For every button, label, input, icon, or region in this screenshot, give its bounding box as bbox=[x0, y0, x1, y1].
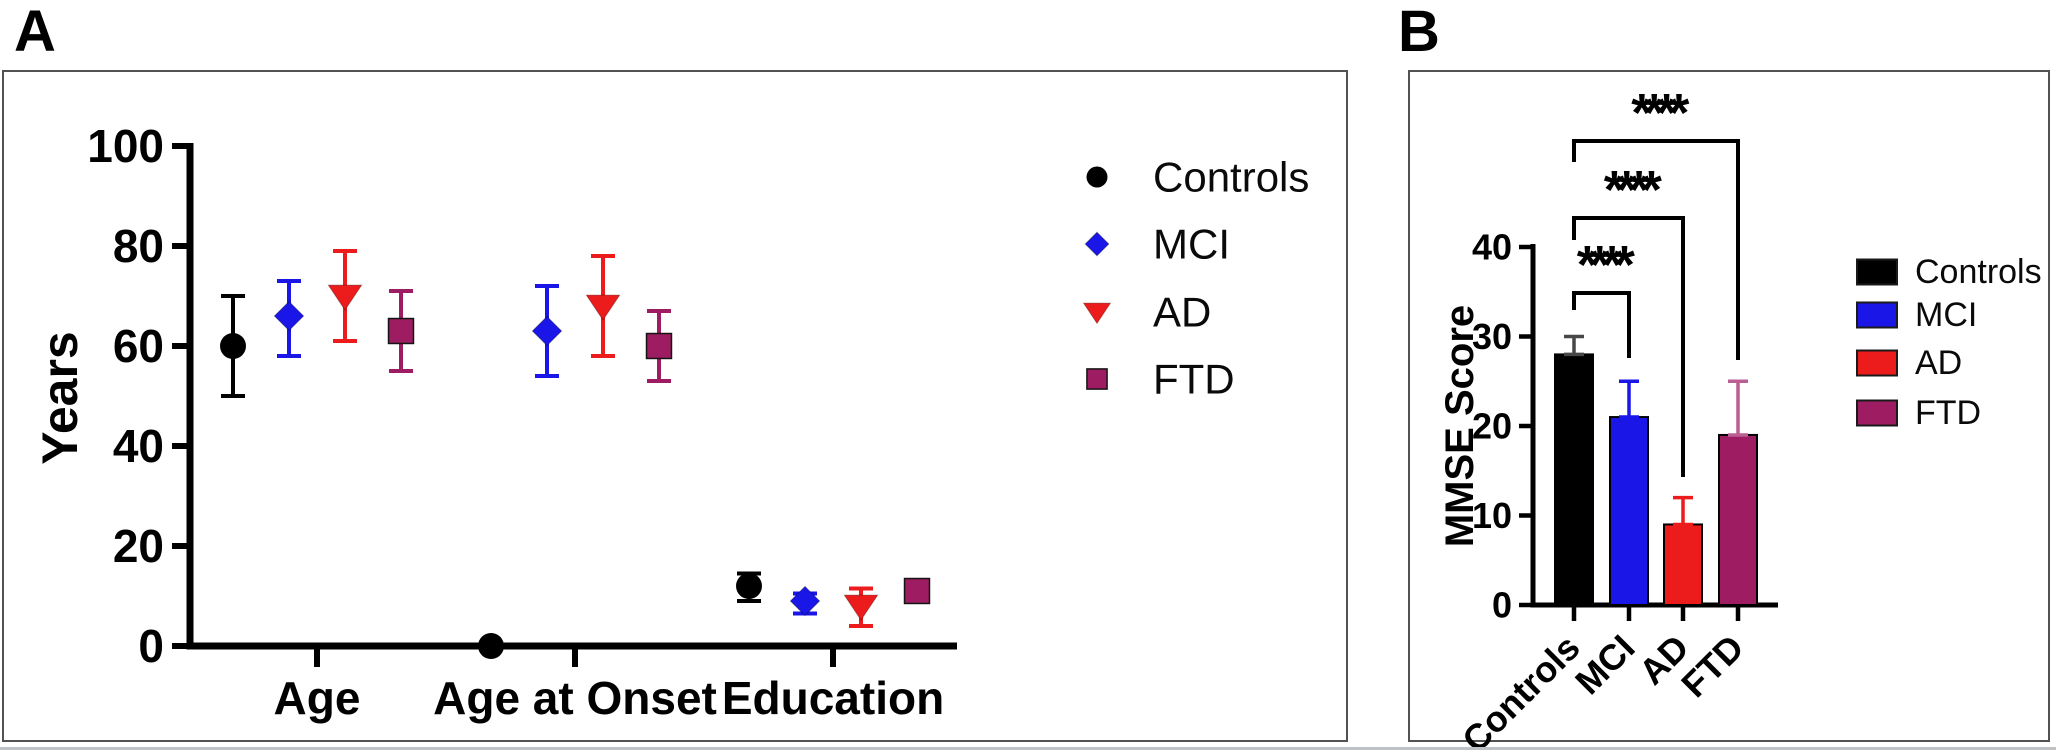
marker-ad-age-at-onset bbox=[585, 294, 621, 321]
panel-b-y-tick-label: 10 bbox=[1472, 495, 1512, 536]
legend-a-label-mci: MCI bbox=[1153, 221, 1230, 268]
marker-ftd-age bbox=[387, 317, 415, 345]
significance-stars-ad: **** bbox=[1604, 160, 1662, 220]
panel-b-y-axis-label: MMSE Score bbox=[1438, 305, 1482, 547]
panel-a-category-label-age-at-onset: Age at Onset bbox=[433, 672, 717, 724]
legend-b-swatch-ftd bbox=[1856, 399, 1898, 427]
panel-a-y-tick-label: 100 bbox=[87, 120, 164, 172]
marker-ftd-age-at-onset bbox=[645, 332, 673, 360]
marker-ad-age bbox=[327, 284, 363, 311]
legend-a-marker-ftd bbox=[1086, 368, 1108, 390]
panel-a-y-tick-label: 80 bbox=[113, 220, 164, 272]
panel-b-y-tick-label: 40 bbox=[1472, 227, 1512, 268]
legend-a-marker-controls bbox=[1086, 166, 1108, 188]
marker-controls-education bbox=[736, 573, 762, 599]
panel-a-letter: A bbox=[14, 0, 56, 64]
panel-a-y-tick-label: 40 bbox=[113, 420, 164, 472]
figure-bottom-edge bbox=[0, 747, 2056, 750]
panel-a-category-label-education: Education bbox=[722, 672, 944, 724]
legend-a-marker-mci bbox=[1084, 231, 1110, 257]
significance-bracket-controls-ftd bbox=[1572, 139, 1740, 360]
panel-b-y-tick-label: 0 bbox=[1492, 585, 1512, 626]
x-tick-label-controls: Controls bbox=[1454, 627, 1588, 752]
legend-b-swatch-mci bbox=[1856, 301, 1898, 329]
panel-a-y-axis-label: Years bbox=[32, 331, 88, 464]
panel-b-y-tick-label: 30 bbox=[1472, 316, 1512, 357]
significance-bracket-controls-mci bbox=[1572, 291, 1631, 358]
marker-controls-age-at-onset bbox=[478, 633, 504, 659]
panel-a-category-label-age: Age bbox=[274, 672, 361, 724]
legend-a-marker-ad bbox=[1082, 302, 1112, 325]
legend-b-label-mci: MCI bbox=[1915, 296, 1977, 334]
x-tick-label-ftd: FTD bbox=[1673, 627, 1751, 705]
marker-mci-age bbox=[273, 300, 305, 332]
marker-ftd-education bbox=[903, 577, 931, 605]
legend-b-label-controls: Controls bbox=[1915, 253, 2042, 291]
legend-a-label-controls: Controls bbox=[1153, 154, 1309, 201]
panel-a-frame bbox=[2, 70, 1348, 742]
significance-stars-ftd: **** bbox=[1631, 83, 1689, 143]
marker-ad-education bbox=[843, 594, 879, 621]
bar-ad bbox=[1663, 523, 1703, 607]
bar-ftd bbox=[1718, 433, 1758, 607]
marker-controls-age bbox=[220, 333, 246, 359]
significance-stars-mci: **** bbox=[1577, 235, 1635, 295]
marker-mci-age-at-onset bbox=[531, 315, 563, 347]
legend-b-swatch-controls bbox=[1856, 258, 1898, 286]
marker-mci-education bbox=[789, 585, 821, 617]
legend-b-label-ftd: FTD bbox=[1915, 394, 1981, 432]
significance-bracket-controls-ad bbox=[1572, 216, 1685, 477]
panel-b-frame bbox=[1408, 70, 2050, 742]
panel-a-y-tick-label: 60 bbox=[113, 320, 164, 372]
legend-b-swatch-ad bbox=[1856, 349, 1898, 377]
panel-b-y-tick-label: 20 bbox=[1472, 406, 1512, 447]
panel-b-letter: B bbox=[1398, 0, 1440, 64]
panel-a-y-tick-label: 0 bbox=[138, 620, 164, 672]
bar-controls bbox=[1554, 353, 1594, 606]
panel-a-y-tick-label: 20 bbox=[113, 520, 164, 572]
bar-mci bbox=[1609, 416, 1649, 606]
legend-b-label-ad: AD bbox=[1915, 344, 1962, 382]
legend-a-label-ftd: FTD bbox=[1153, 356, 1235, 403]
legend-a-label-ad: AD bbox=[1153, 289, 1211, 336]
